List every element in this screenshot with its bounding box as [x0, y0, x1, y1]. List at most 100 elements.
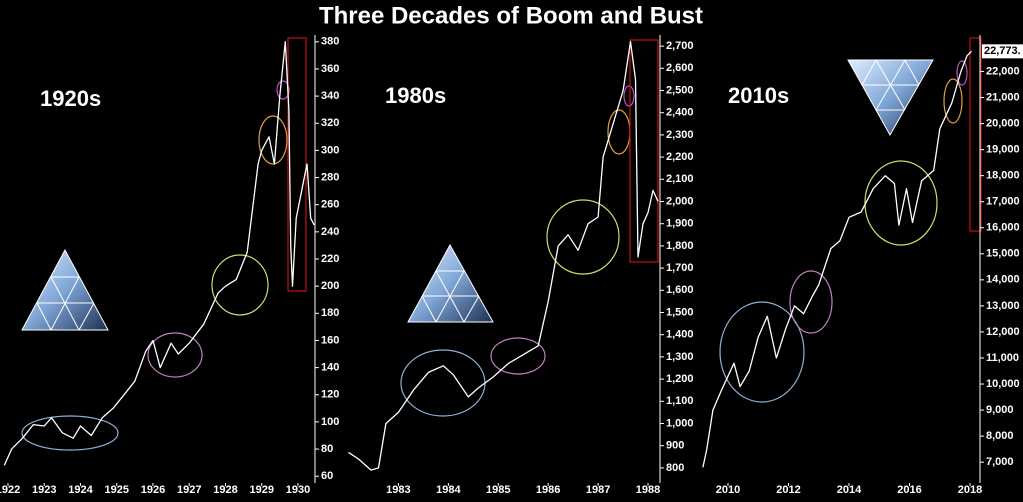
x-tick-label: 2012 — [776, 484, 800, 496]
y-tick-label: 16,000 — [986, 222, 1020, 234]
x-tick-label: 1929 — [249, 484, 273, 496]
y-tick-label: 12,000 — [986, 326, 1020, 338]
y-tick-label: 80 — [321, 443, 333, 455]
y-tick-label: 320 — [321, 117, 339, 129]
chart-title: Three Decades of Boom and Bust — [319, 2, 703, 29]
y-tick-label: 22,000 — [986, 65, 1020, 77]
x-tick-label: 1985 — [486, 484, 510, 496]
y-tick-label: 2,600 — [666, 62, 694, 74]
y-tick-label: 2,700 — [666, 40, 694, 52]
panel-label: 1980s — [385, 83, 446, 108]
price-tag-label: 22,773. — [984, 45, 1021, 57]
pyramid-icon — [847, 59, 934, 137]
pyramid-icon — [21, 248, 109, 331]
box — [287, 37, 307, 292]
y-tick-label: 10,000 — [986, 378, 1020, 390]
y-tick-label: 11,000 — [986, 352, 1019, 364]
box — [969, 37, 982, 232]
y-tick-label: 220 — [321, 253, 339, 265]
y-tick-label: 14,000 — [986, 274, 1020, 286]
circle — [789, 270, 833, 334]
circle — [490, 337, 546, 375]
y-tick-label: 7,000 — [986, 456, 1014, 468]
y-tick-label: 200 — [321, 280, 339, 292]
x-tick-label: 2010 — [716, 484, 740, 496]
x-tick-label: 1927 — [177, 484, 201, 496]
circle — [21, 415, 119, 451]
y-tick-label: 1,700 — [666, 262, 694, 274]
y-tick-label: 1,900 — [666, 218, 694, 230]
y-tick-label: 8,000 — [986, 430, 1014, 442]
x-tick-label: 1987 — [586, 484, 610, 496]
x-tick-label: 1988 — [636, 484, 660, 496]
y-tick-label: 900 — [666, 440, 684, 452]
y-tick-label: 18,000 — [986, 170, 1020, 182]
x-tick-label: 1928 — [213, 484, 237, 496]
circle — [276, 80, 290, 100]
y-tick-label: 60 — [321, 470, 333, 482]
y-tick-label: 280 — [321, 171, 339, 183]
x-tick-label: 1986 — [536, 484, 560, 496]
y-tick-label: 2,300 — [666, 129, 694, 141]
y-tick-label: 2,100 — [666, 173, 694, 185]
price-line — [348, 41, 659, 471]
y-tick-label: 1,000 — [666, 417, 694, 429]
y-tick-label: 300 — [321, 144, 339, 156]
y-tick-label: 140 — [321, 362, 339, 374]
price-tag — [982, 44, 1023, 59]
y-tick-label: 2,200 — [666, 151, 694, 163]
circle — [211, 254, 269, 316]
box — [629, 39, 659, 263]
y-tick-label: 21,000 — [986, 91, 1020, 103]
panel-label: 1920s — [40, 86, 101, 111]
y-tick-label: 20,000 — [986, 117, 1020, 129]
y-tick-label: 2,000 — [666, 195, 694, 207]
price-line — [3, 41, 315, 466]
circle — [623, 85, 635, 107]
y-tick-label: 260 — [321, 199, 339, 211]
x-tick-label: 1930 — [286, 484, 310, 496]
y-tick-label: 120 — [321, 389, 339, 401]
y-tick-label: 180 — [321, 307, 339, 319]
y-tick-label: 1,800 — [666, 240, 694, 252]
y-tick-label: 360 — [321, 63, 339, 75]
circle — [400, 349, 486, 417]
price-line — [702, 50, 972, 468]
circle — [956, 60, 968, 86]
y-tick-label: 800 — [666, 462, 684, 474]
y-tick-label: 100 — [321, 416, 339, 428]
y-tick-label: 1,100 — [666, 395, 694, 407]
circle — [258, 115, 288, 165]
panel-label: 2010s — [728, 83, 789, 108]
y-tick-label: 1,300 — [666, 351, 694, 363]
circle — [864, 160, 938, 246]
y-tick-label: 240 — [321, 226, 339, 238]
x-tick-label: 1984 — [436, 484, 461, 496]
circle — [719, 301, 805, 403]
y-tick-label: 17,000 — [986, 196, 1020, 208]
y-tick-label: 340 — [321, 90, 339, 102]
y-tick-label: 1,400 — [666, 329, 694, 341]
y-tick-label: 13,000 — [986, 300, 1020, 312]
y-tick-label: 160 — [321, 334, 339, 346]
x-tick-label: 2016 — [897, 484, 921, 496]
y-tick-label: 2,400 — [666, 107, 694, 119]
pyramid-icon — [407, 243, 494, 323]
x-tick-label: 2014 — [837, 484, 862, 496]
y-tick-label: 19,000 — [986, 144, 1020, 156]
circle — [147, 332, 203, 378]
x-tick-label: 1924 — [68, 484, 93, 496]
x-tick-label: 1922 — [0, 484, 20, 496]
x-tick-label: 1983 — [386, 484, 410, 496]
x-tick-label: 1925 — [104, 484, 128, 496]
x-tick-label: 1923 — [32, 484, 56, 496]
circle — [546, 199, 620, 275]
y-tick-label: 380 — [321, 36, 339, 48]
y-tick-label: 2,500 — [666, 84, 694, 96]
y-tick-label: 1,600 — [666, 284, 694, 296]
y-tick-label: 15,000 — [986, 248, 1020, 260]
annotations — [21, 37, 982, 451]
x-tick-label: 2018 — [958, 484, 982, 496]
